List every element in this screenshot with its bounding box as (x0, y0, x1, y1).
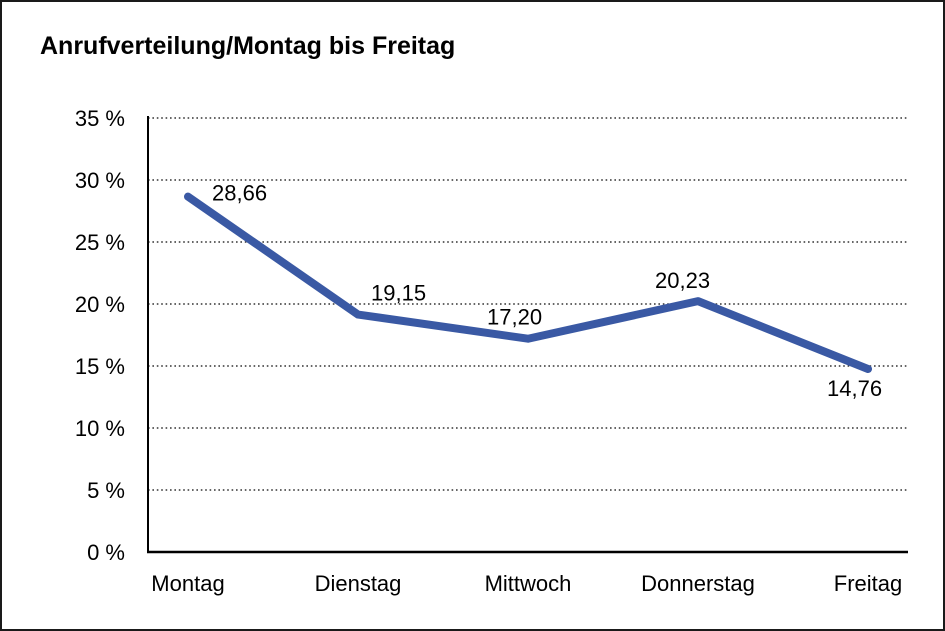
chart-title: Anrufverteilung/Montag bis Freitag (40, 32, 456, 60)
y-tick-label: 25 % (75, 230, 125, 255)
data-label: 28,66 (212, 181, 267, 206)
y-tick-label: 10 % (75, 416, 125, 441)
x-category-label: Freitag (834, 571, 902, 596)
y-tick-label: 0 % (87, 540, 125, 565)
x-category-label: Donnerstag (641, 571, 755, 596)
y-tick-label: 20 % (75, 292, 125, 317)
y-tick-label: 35 % (75, 106, 125, 131)
x-category-label: Dienstag (315, 571, 402, 596)
data-label: 19,15 (371, 281, 426, 306)
y-tick-label: 5 % (87, 478, 125, 503)
y-tick-label: 15 % (75, 354, 125, 379)
x-category-label: Montag (151, 571, 224, 596)
data-label: 14,76 (827, 376, 882, 401)
data-label: 20,23 (655, 268, 710, 293)
series-line (184, 192, 872, 373)
y-tick-label: 30 % (75, 168, 125, 193)
x-category-label: Mittwoch (485, 571, 572, 596)
data-label: 17,20 (487, 305, 542, 330)
